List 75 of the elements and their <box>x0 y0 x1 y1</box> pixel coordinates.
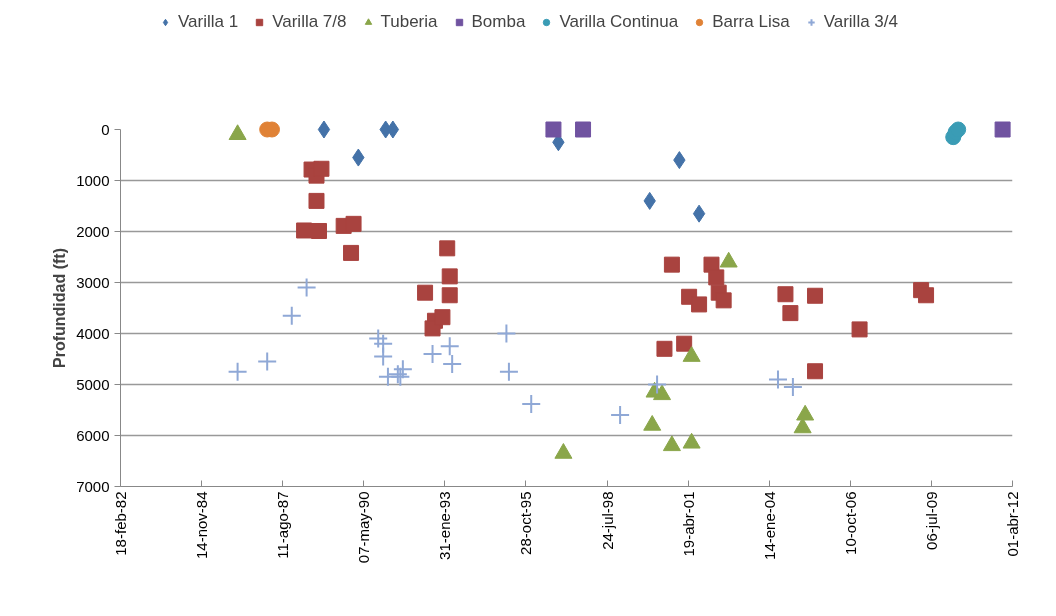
point <box>439 336 460 357</box>
point <box>392 359 413 380</box>
x-tick-label: 24-jul-98 <box>598 491 616 550</box>
point <box>692 204 706 223</box>
point <box>442 354 463 375</box>
point <box>851 321 868 338</box>
point <box>918 287 935 304</box>
point <box>281 305 302 326</box>
point <box>498 361 519 382</box>
point <box>676 335 693 352</box>
point <box>545 121 562 138</box>
y-tick-label: 4000 <box>76 324 110 342</box>
legend-label: Tuberia <box>380 12 438 32</box>
point <box>662 435 681 452</box>
point <box>610 405 631 426</box>
x-tick-label: 07-may-90 <box>355 491 373 564</box>
y-tick-label: 2000 <box>76 222 110 240</box>
point <box>575 121 592 138</box>
point <box>496 323 517 344</box>
point <box>311 222 328 239</box>
point <box>653 384 672 401</box>
point <box>807 287 824 304</box>
point <box>308 192 325 209</box>
legend-label: Varilla 7/8 <box>272 12 347 32</box>
point <box>715 292 732 309</box>
point <box>782 305 799 322</box>
point <box>767 369 788 390</box>
legend-label: Varilla 3/4 <box>823 12 898 32</box>
x-tick-label: 18-feb-82 <box>112 491 129 556</box>
point <box>777 286 794 303</box>
point <box>807 363 824 380</box>
x-tick-label: 19-abr-01 <box>679 491 697 557</box>
point <box>317 120 331 139</box>
y-tick-label: 3000 <box>76 273 110 291</box>
legend-label: Varilla Continua <box>559 12 679 32</box>
legend-label: Bomba <box>471 12 526 32</box>
point <box>663 256 680 273</box>
y-tick-label: 6000 <box>76 426 110 444</box>
point <box>417 284 434 301</box>
x-tick-label: 28-oct-95 <box>517 491 535 555</box>
point <box>296 277 317 298</box>
point <box>441 287 458 304</box>
x-tick-label: 14-nov-84 <box>193 491 211 560</box>
point <box>434 309 451 326</box>
x-tick-label: 01-abr-12 <box>1004 491 1021 557</box>
point <box>368 328 389 349</box>
point <box>708 269 725 286</box>
y-axis-title: Profundidad (ft) <box>51 248 69 368</box>
point <box>439 240 456 257</box>
point <box>656 340 673 357</box>
point <box>345 215 362 232</box>
point <box>441 268 458 285</box>
point <box>343 244 360 261</box>
point <box>257 351 278 372</box>
point <box>994 121 1011 138</box>
y-tick-label: 7000 <box>76 477 110 495</box>
point <box>313 160 330 177</box>
legend-label: Barra Lisa <box>712 12 790 32</box>
y-tick-label: 5000 <box>76 375 110 393</box>
point <box>782 377 803 398</box>
point <box>422 343 443 364</box>
point <box>691 296 708 313</box>
x-tick-label: 11-ago-87 <box>274 491 292 559</box>
legend-label: Varilla 1 <box>178 12 239 32</box>
x-tick-label: 10-oct-06 <box>841 491 859 555</box>
point <box>647 374 668 395</box>
point <box>521 393 542 414</box>
point <box>373 346 394 367</box>
x-tick-label: 14-ene-04 <box>760 491 778 560</box>
point <box>227 361 248 382</box>
x-tick-label: 06-jul-09 <box>922 491 940 550</box>
x-tick-label: 31-ene-93 <box>436 491 454 560</box>
point <box>296 222 313 239</box>
y-tick-label: 0 <box>101 120 110 138</box>
y-tick-label: 1000 <box>76 171 110 189</box>
